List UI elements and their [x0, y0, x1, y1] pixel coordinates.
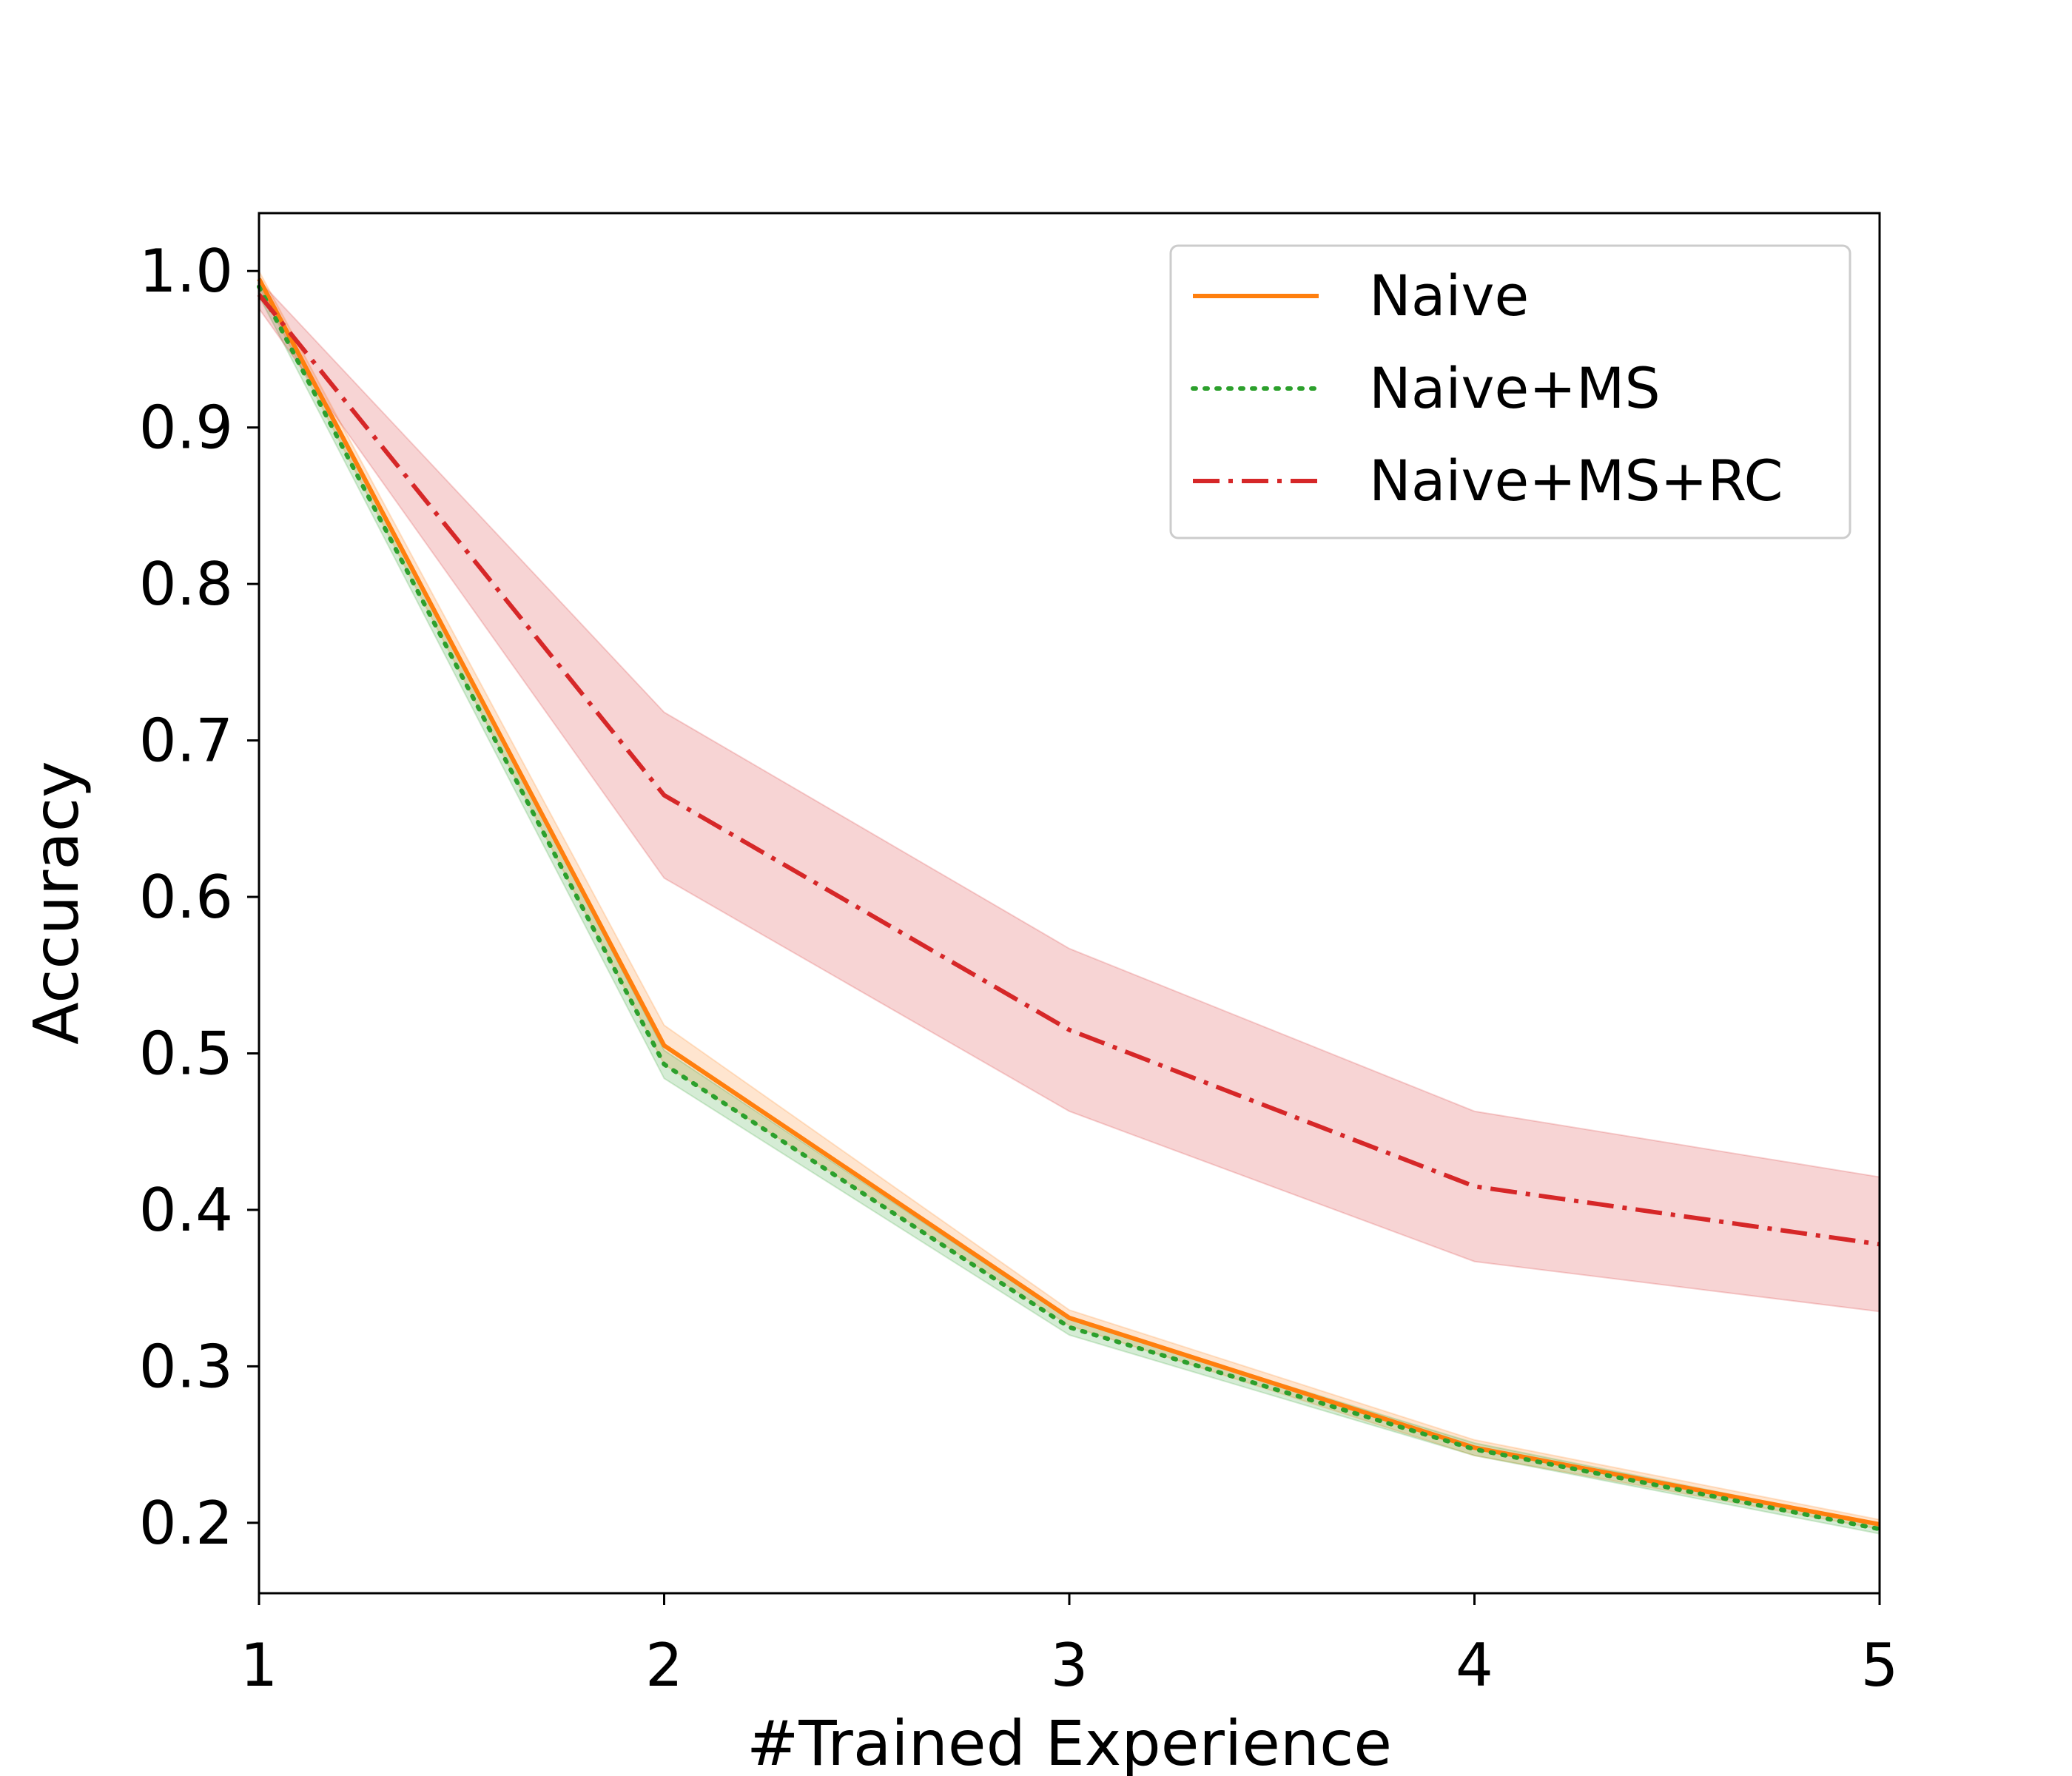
legend-label-naive-ms-rc: Naive+MS+RC	[1369, 448, 1783, 514]
legend-label-naive-ms: Naive+MS	[1369, 355, 1661, 421]
x-axis-label: #Trained Experience	[747, 1707, 1392, 1776]
x-axis: 1 2 3 4 5	[240, 1593, 1899, 1700]
x-tick-label: 1	[240, 1631, 278, 1700]
y-axis: 0.2 0.3 0.4 0.5 0.6 0.7 0.8 0.9 1.0	[139, 237, 259, 1558]
line-naive	[257, 278, 1880, 1527]
legend: Naive Naive+MS Naive+MS+RC	[1169, 244, 1851, 539]
y-tick-label: 0.2	[139, 1489, 233, 1558]
y-tick-label: 0.3	[139, 1332, 233, 1401]
legend-label-naive: Naive	[1369, 263, 1529, 329]
line-naive-ms	[257, 284, 1882, 1532]
x-tick-label: 3	[1051, 1631, 1089, 1700]
y-tick-label: 0.5	[139, 1019, 233, 1088]
y-tick-label: 0.4	[139, 1176, 233, 1245]
y-tick-label: 1.0	[139, 237, 233, 306]
x-tick-label: 5	[1861, 1631, 1899, 1700]
y-tick-label: 0.9	[139, 394, 233, 462]
y-tick-label: 0.7	[139, 707, 233, 776]
series-lines	[257, 278, 1882, 1532]
y-axis-label: Accuracy	[20, 761, 92, 1045]
x-tick-label: 2	[645, 1631, 683, 1700]
x-tick-label: 4	[1456, 1631, 1493, 1700]
y-tick-label: 0.8	[139, 550, 233, 619]
legend-box	[1169, 244, 1851, 539]
line-naive-ms-rc	[257, 293, 1880, 1247]
y-tick-label: 0.6	[139, 863, 233, 932]
